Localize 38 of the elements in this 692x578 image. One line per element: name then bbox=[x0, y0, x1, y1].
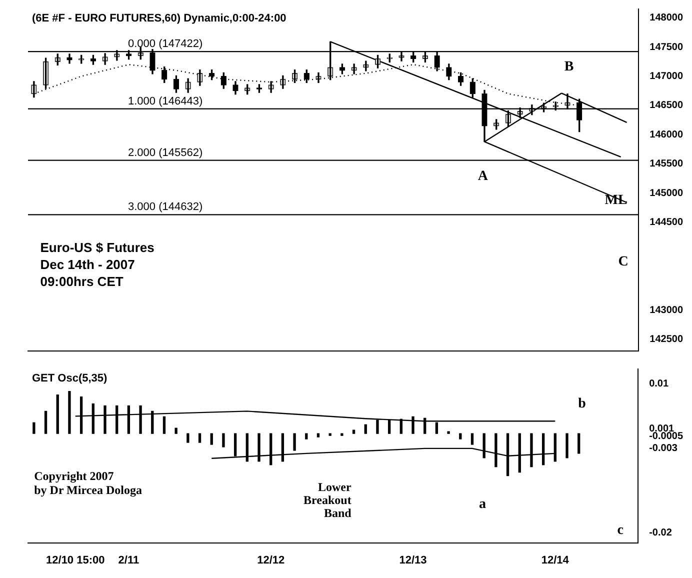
chart-title: GET Osc(5,35) bbox=[32, 372, 108, 385]
y-tick-label: -0.003 bbox=[649, 443, 678, 454]
annotation: 09:00hrs CET bbox=[40, 274, 124, 290]
y-tick-label: 147000 bbox=[650, 70, 684, 82]
x-tick-label: 12/10 15:00 bbox=[46, 554, 105, 566]
x-tick-label: 12/12 bbox=[257, 554, 285, 566]
y-tick-label: -0.02 bbox=[649, 528, 672, 539]
y-tick-label: 144500 bbox=[650, 217, 684, 228]
y-tick-label: 0.01 bbox=[649, 378, 669, 390]
ref-line-label: 1.000 (146443) bbox=[128, 95, 203, 108]
annotation: c bbox=[617, 523, 624, 538]
y-tick-label: -0.0005 bbox=[649, 430, 684, 442]
annotation: ML bbox=[604, 193, 628, 208]
y-tick-label: 148000 bbox=[650, 12, 684, 24]
annotation: b bbox=[578, 396, 586, 412]
annotation: a bbox=[479, 497, 486, 512]
annotation: B bbox=[564, 60, 574, 75]
annotation: by Dr Mircea Dologa bbox=[34, 482, 142, 497]
annotation: Euro-US $ Futures bbox=[40, 240, 154, 255]
y-tick-label: 145000 bbox=[650, 188, 684, 199]
y-tick-label: 142500 bbox=[650, 334, 684, 346]
y-tick-label: 145500 bbox=[650, 158, 684, 170]
chart-title: (6E #F - EURO FUTURES,60) Dynamic,0:00-24:00 bbox=[32, 12, 286, 25]
y-tick-label: 147500 bbox=[650, 42, 684, 53]
annotation: C bbox=[618, 254, 628, 270]
x-tick-label: 12/14 bbox=[541, 554, 570, 566]
ref-line-label: 2.000 (145562) bbox=[128, 146, 203, 159]
x-tick-label: 2/11 bbox=[118, 554, 140, 566]
annotation: A bbox=[478, 169, 489, 184]
annotation: Lower Breakout Band bbox=[304, 480, 352, 520]
x-tick-label: 12/13 bbox=[399, 554, 427, 566]
y-tick-label: 146000 bbox=[650, 129, 684, 140]
annotation: Copyright 2007 bbox=[34, 468, 114, 483]
ref-line-label: 0.000 (147422) bbox=[128, 38, 203, 50]
annotation: Dec 14th - 2007 bbox=[40, 257, 135, 272]
y-tick-label: 146500 bbox=[650, 100, 684, 112]
ref-line-label: 3.000 (144632) bbox=[128, 201, 203, 214]
y-tick-label: 143000 bbox=[650, 304, 684, 316]
